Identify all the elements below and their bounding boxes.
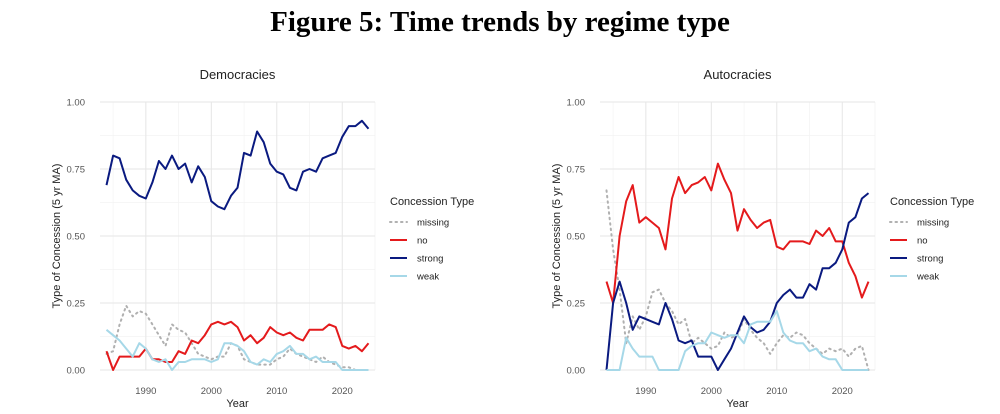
legend-label-missing: missing xyxy=(417,218,449,229)
figure-title: Figure 5: Time trends by regime type xyxy=(270,6,730,38)
series-line-strong xyxy=(605,192,870,371)
y-tick-label: 0.50 xyxy=(67,232,86,243)
x-tick-label: 1990 xyxy=(635,386,656,397)
y-tick-label: 1.00 xyxy=(67,98,86,109)
x-tick-label: 2010 xyxy=(766,386,787,397)
legend-title: Concession Type xyxy=(890,196,974,208)
panel-title: Democracies xyxy=(200,67,276,82)
y-tick-label: 0.00 xyxy=(67,366,86,377)
y-tick-label: 1.00 xyxy=(567,98,586,109)
democracies-chart: 0.00 0.25 0.50 0.75 1.00 1990 2000 2010 2020 Demo… xyxy=(51,67,474,410)
y-tick-label: 0.00 xyxy=(567,366,586,377)
x-tick-label: 2000 xyxy=(201,386,222,397)
y-tick-label: 0.50 xyxy=(567,232,586,243)
y-tick-label: 0.75 xyxy=(567,165,586,176)
legend-label-strong: strong xyxy=(917,254,943,265)
legend-label-strong: strong xyxy=(417,254,443,265)
legend-label-missing: missing xyxy=(917,218,949,229)
x-axis-label: Year xyxy=(226,398,249,410)
y-tick-label: 0.25 xyxy=(67,299,86,310)
series-line-no xyxy=(605,162,870,304)
autocracies-chart: 0.00 0.25 0.50 0.75 1.00 1990 2000 2010 2020 Auto… xyxy=(551,67,974,410)
series-line-weak xyxy=(606,310,869,371)
x-tick-label: 2010 xyxy=(266,386,287,397)
y-tick-label: 0.75 xyxy=(67,165,86,176)
panel-title: Autocracies xyxy=(704,67,772,82)
legend-label-no: no xyxy=(917,236,928,247)
x-tick-label: 2020 xyxy=(832,386,853,397)
series-line-weak xyxy=(105,329,369,371)
x-tick-label: 1990 xyxy=(135,386,156,397)
x-tick-label: 2000 xyxy=(701,386,722,397)
x-axis-label: Year xyxy=(726,398,749,410)
legend-label-weak: weak xyxy=(416,272,439,283)
y-axis-label: Type of Concession (5 yr MA) xyxy=(51,164,63,309)
y-axis-label: Type of Concession (5 yr MA) xyxy=(551,164,563,309)
y-tick-label: 0.25 xyxy=(567,299,586,310)
x-tick-label: 2020 xyxy=(332,386,353,397)
legend-label-no: no xyxy=(417,236,428,247)
legend-label-weak: weak xyxy=(916,272,939,283)
series-line-strong xyxy=(105,119,370,211)
legend-title: Concession Type xyxy=(390,196,474,208)
